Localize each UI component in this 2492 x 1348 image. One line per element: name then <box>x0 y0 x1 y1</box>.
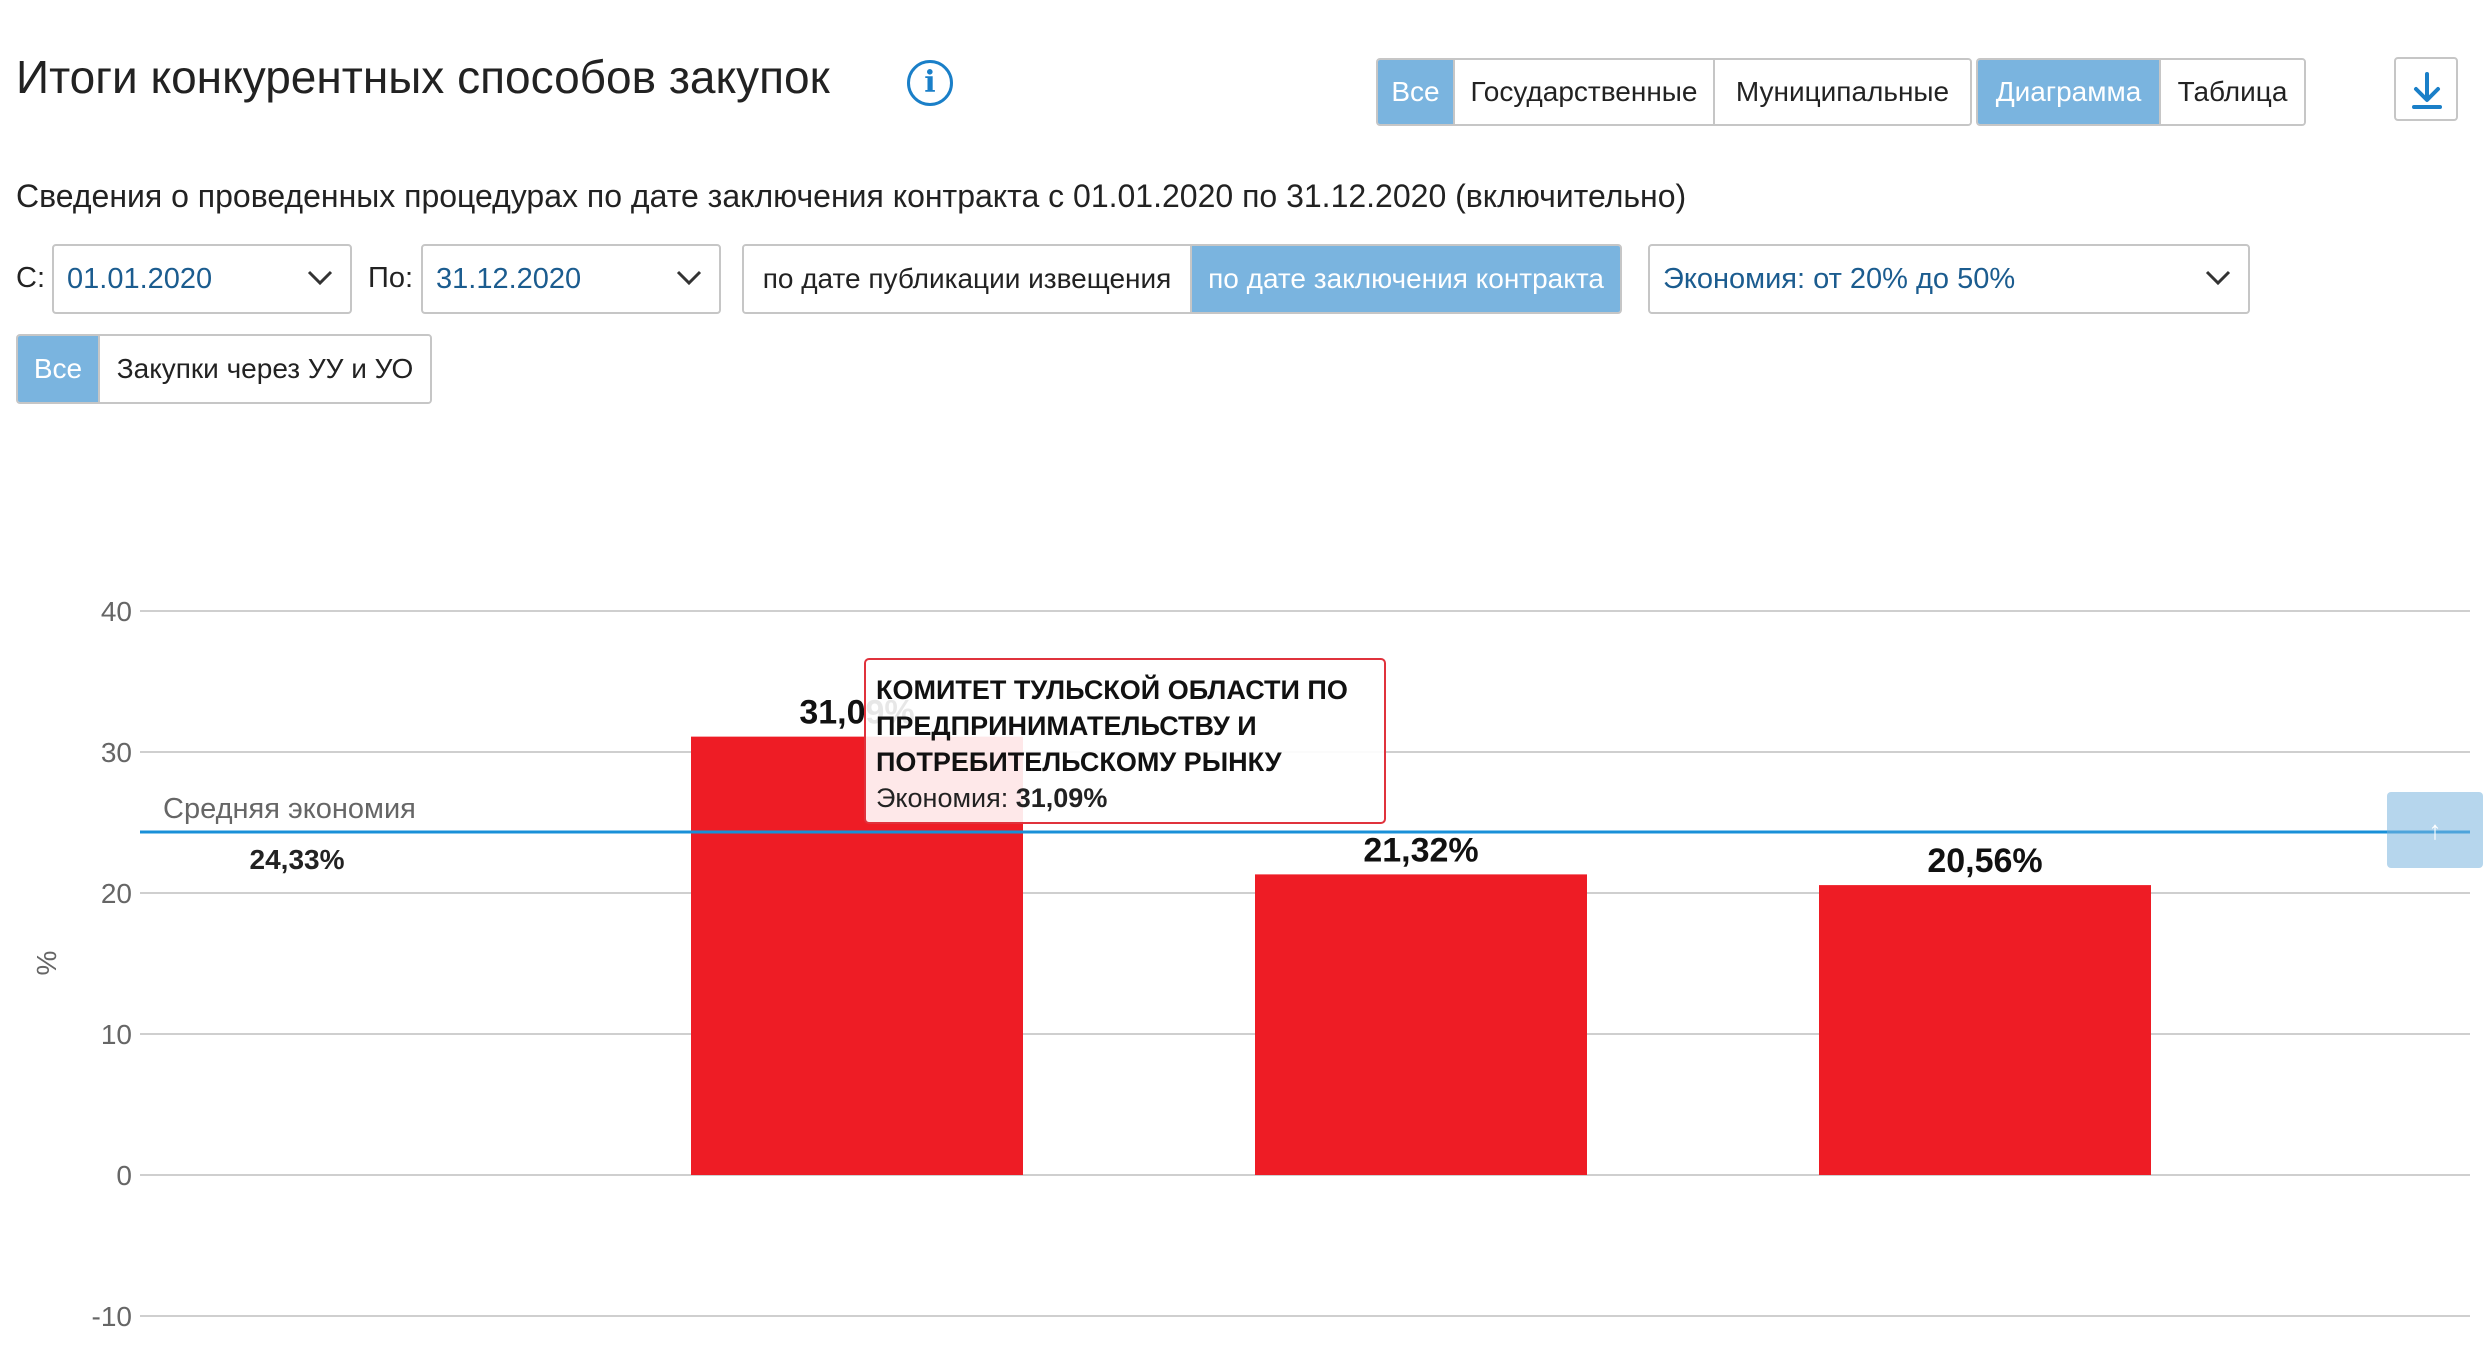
bar <box>1255 874 1587 1175</box>
tab-diagram[interactable]: Диаграмма <box>1978 60 2161 124</box>
from-label: С: <box>16 262 45 294</box>
info-icon[interactable]: i <box>907 60 953 106</box>
subtitle: Сведения о проведенных процедурах по дат… <box>16 178 1687 214</box>
average-value-label: 24,33% <box>250 844 345 875</box>
download-icon <box>2412 72 2442 109</box>
scope-tabs: Все Государственные Муниципальные <box>1376 58 1972 126</box>
tab-by-contract-date[interactable]: по дате заключения контракта <box>1192 246 1620 312</box>
to-label: По: <box>368 262 414 294</box>
bar <box>1819 885 2151 1175</box>
view-tabs: Диаграмма Таблица <box>1976 58 2306 126</box>
economy-select[interactable]: Экономия: от 20% до 50% <box>1648 244 2250 314</box>
date-mode-tabs: по дате публикации извещения по дате зак… <box>742 244 1622 314</box>
y-tick-label: -10 <box>92 1301 132 1332</box>
tab-purchases-all[interactable]: Все <box>18 336 100 402</box>
tab-table[interactable]: Таблица <box>2161 60 2304 124</box>
tab-municipal[interactable]: Муниципальные <box>1715 60 1970 124</box>
average-label: Средняя экономия <box>163 793 416 825</box>
tab-by-publication-date[interactable]: по дате публикации извещения <box>744 246 1192 312</box>
scroll-top-button[interactable]: ↑ <box>2387 792 2483 868</box>
to-date-select[interactable]: 31.12.2020 <box>421 244 721 314</box>
download-button[interactable] <box>2394 57 2458 121</box>
tab-purchases-uu-uo[interactable]: Закупки через УУ и УО <box>100 336 430 402</box>
y-tick-label: 30 <box>101 737 132 768</box>
economy-bar-chart: 40 30 20 10 0 -10% Средняя экономия 24,33% 31,09… <box>31 596 2470 1332</box>
tab-all[interactable]: Все <box>1378 60 1455 124</box>
bar-value-label: 21,32% <box>1363 831 1478 869</box>
from-date-value: 01.01.2020 <box>67 263 213 295</box>
y-axis-label: % <box>31 951 62 976</box>
tooltip-metric-label: Экономия: <box>876 783 1009 813</box>
y-tick-label: 20 <box>101 878 132 909</box>
from-date-select[interactable]: 01.01.2020 <box>52 244 352 314</box>
y-tick-label: 40 <box>101 596 132 627</box>
to-date-value: 31.12.2020 <box>436 263 582 295</box>
tab-state[interactable]: Государственные <box>1455 60 1715 124</box>
y-tick-label: 0 <box>116 1160 132 1191</box>
economy-value: Экономия: от 20% до 50% <box>1663 263 2016 295</box>
arrow-up-icon: ↑ <box>2428 815 2442 845</box>
chevron-down-icon <box>307 270 333 286</box>
chart-tooltip: КОМИТЕТ ТУЛЬСКОЙ ОБЛАСТИ ПО ПРЕДПРИНИМАТ… <box>864 658 1386 824</box>
tooltip-metric-value: 31,09% <box>1015 783 1108 813</box>
purchase-type-tabs: Все Закупки через УУ и УО <box>16 334 432 404</box>
chevron-down-icon <box>676 270 702 286</box>
chevron-down-icon <box>2205 270 2231 286</box>
bar-value-label: 20,56% <box>1927 842 2042 880</box>
tooltip-org-name: КОМИТЕТ ТУЛЬСКОЙ ОБЛАСТИ ПО ПРЕДПРИНИМАТ… <box>876 675 1348 777</box>
y-tick-label: 10 <box>101 1019 132 1050</box>
page-title: Итоги конкурентных способов закупок <box>16 51 830 103</box>
